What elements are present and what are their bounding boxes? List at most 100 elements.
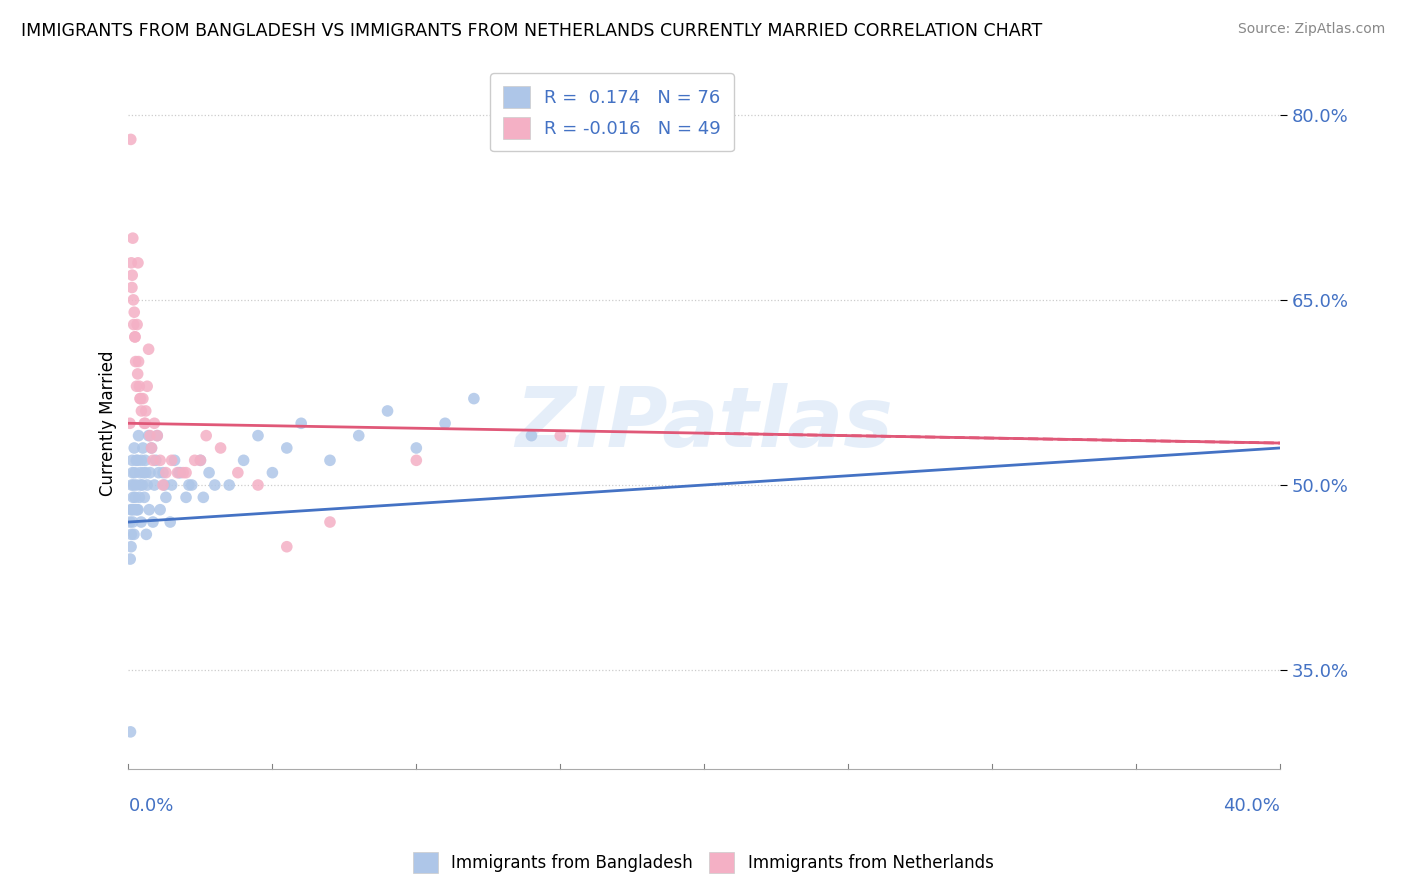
- Point: [195, 428, 218, 442]
- Point: [276, 540, 298, 554]
- Point: [152, 478, 174, 492]
- Point: [247, 428, 270, 442]
- Point: [155, 466, 177, 480]
- Point: [198, 466, 221, 480]
- Point: [121, 502, 143, 516]
- Point: [262, 466, 284, 480]
- Point: [183, 453, 205, 467]
- Point: [134, 417, 156, 431]
- Point: [121, 453, 143, 467]
- Point: [135, 466, 157, 480]
- Point: [177, 478, 200, 492]
- Point: [204, 478, 226, 492]
- Point: [129, 392, 152, 406]
- Point: [128, 428, 150, 442]
- Point: [520, 428, 543, 442]
- Point: [125, 453, 148, 467]
- Point: [347, 428, 370, 442]
- Point: [434, 417, 457, 431]
- Point: [174, 466, 197, 480]
- Point: [190, 453, 212, 467]
- Point: [118, 515, 141, 529]
- Point: [128, 379, 150, 393]
- Text: ZIPatlas: ZIPatlas: [515, 383, 893, 464]
- Point: [124, 466, 146, 480]
- Point: [121, 466, 143, 480]
- Point: [319, 453, 342, 467]
- Point: [153, 478, 176, 492]
- Point: [134, 491, 156, 505]
- Point: [290, 417, 312, 431]
- Point: [138, 343, 160, 357]
- Point: [166, 466, 188, 480]
- Point: [377, 404, 399, 418]
- Point: [122, 502, 145, 516]
- Point: [405, 441, 427, 455]
- Point: [121, 478, 143, 492]
- Point: [174, 491, 197, 505]
- Point: [127, 502, 149, 516]
- Point: [145, 453, 167, 467]
- Point: [122, 527, 145, 541]
- Point: [163, 453, 186, 467]
- Point: [132, 392, 155, 406]
- Point: [136, 379, 159, 393]
- Point: [122, 478, 145, 492]
- Point: [172, 466, 194, 480]
- Point: [405, 453, 427, 467]
- Point: [463, 392, 485, 406]
- Point: [138, 428, 160, 442]
- Point: [152, 466, 174, 480]
- Point: [121, 515, 143, 529]
- Point: [138, 502, 160, 516]
- Point: [120, 502, 142, 516]
- Point: [129, 478, 152, 492]
- Point: [139, 428, 162, 442]
- Point: [134, 417, 156, 431]
- Point: [143, 417, 166, 431]
- Point: [120, 540, 142, 554]
- Point: [135, 404, 157, 418]
- Point: [122, 491, 145, 505]
- Point: [127, 502, 149, 516]
- Point: [169, 466, 191, 480]
- Y-axis label: Currently Married: Currently Married: [100, 351, 117, 496]
- Point: [276, 441, 298, 455]
- Point: [134, 453, 156, 467]
- Point: [148, 466, 170, 480]
- Point: [218, 478, 240, 492]
- Point: [131, 404, 153, 418]
- Point: [136, 478, 159, 492]
- Point: [125, 478, 148, 492]
- Point: [132, 466, 155, 480]
- Point: [120, 132, 142, 146]
- Point: [127, 453, 149, 467]
- Legend: R =  0.174   N = 76, R = -0.016   N = 49: R = 0.174 N = 76, R = -0.016 N = 49: [491, 73, 734, 152]
- Point: [128, 491, 150, 505]
- Point: [132, 441, 155, 455]
- Point: [139, 466, 162, 480]
- Point: [167, 466, 190, 480]
- Point: [180, 478, 202, 492]
- Point: [319, 515, 342, 529]
- Point: [232, 453, 254, 467]
- Point: [124, 330, 146, 344]
- Point: [142, 453, 165, 467]
- Point: [131, 478, 153, 492]
- Point: [141, 441, 163, 455]
- Point: [124, 491, 146, 505]
- Point: [128, 354, 150, 368]
- Point: [247, 478, 270, 492]
- Point: [149, 502, 172, 516]
- Point: [209, 441, 232, 455]
- Point: [122, 305, 145, 319]
- Point: [143, 478, 166, 492]
- Point: [135, 527, 157, 541]
- Point: [155, 491, 177, 505]
- Point: [129, 466, 152, 480]
- Text: 40.0%: 40.0%: [1223, 797, 1279, 814]
- Point: [127, 256, 149, 270]
- Point: [118, 417, 141, 431]
- Point: [160, 478, 183, 492]
- Point: [193, 491, 215, 505]
